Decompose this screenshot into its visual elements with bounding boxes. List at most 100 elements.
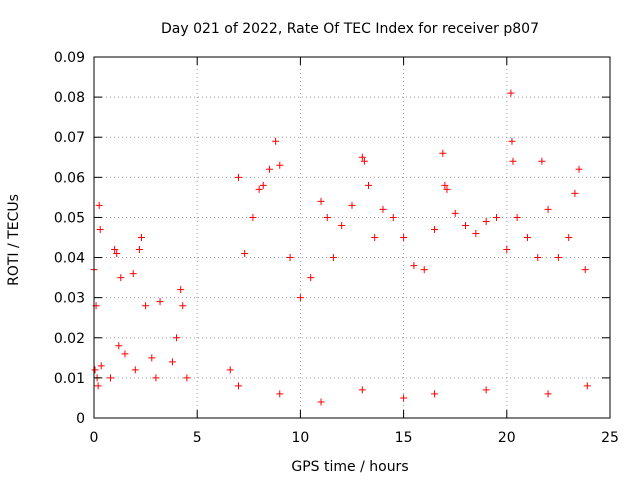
x-tick-label: 0 bbox=[90, 430, 99, 446]
x-axis-ticks: 0 5 10 15 20 25 bbox=[90, 57, 619, 446]
data-point bbox=[323, 213, 331, 221]
data-point bbox=[571, 189, 579, 197]
data-point bbox=[538, 157, 546, 165]
data-point bbox=[234, 382, 242, 390]
data-point bbox=[276, 161, 284, 169]
data-point bbox=[117, 274, 125, 282]
plot-frame bbox=[93, 56, 611, 419]
data-point bbox=[472, 229, 480, 237]
data-point bbox=[379, 205, 387, 213]
data-point bbox=[575, 165, 583, 173]
data-point bbox=[513, 213, 521, 221]
data-point bbox=[234, 173, 242, 181]
data-point bbox=[148, 354, 156, 362]
data-point bbox=[115, 342, 123, 350]
data-point bbox=[95, 201, 103, 209]
data-point bbox=[544, 205, 552, 213]
data-point bbox=[358, 153, 366, 161]
data-point bbox=[400, 234, 408, 241]
data-point bbox=[441, 181, 449, 189]
y-tick-label: 0.02 bbox=[54, 331, 85, 347]
data-point bbox=[265, 165, 273, 173]
data-point bbox=[431, 225, 439, 233]
data-point bbox=[534, 254, 542, 262]
data-point bbox=[420, 266, 428, 274]
data-point bbox=[276, 390, 284, 398]
data-point bbox=[135, 246, 143, 254]
x-tick-label: 10 bbox=[291, 430, 309, 446]
data-point bbox=[168, 358, 176, 366]
x-tick-label: 15 bbox=[395, 430, 413, 446]
data-point bbox=[410, 262, 418, 270]
data-point bbox=[482, 386, 490, 394]
data-point bbox=[156, 298, 164, 306]
data-point bbox=[142, 302, 150, 310]
data-point bbox=[329, 254, 337, 262]
x-axis-title: GPS time / hours bbox=[291, 459, 408, 475]
data-point bbox=[272, 137, 280, 145]
y-axis-title: ROTI / TECUs bbox=[6, 194, 22, 286]
data-point bbox=[389, 213, 397, 221]
data-points bbox=[90, 89, 591, 406]
data-point bbox=[431, 390, 439, 398]
data-point bbox=[96, 225, 104, 233]
data-point bbox=[371, 234, 379, 241]
data-point bbox=[581, 266, 589, 274]
data-point bbox=[173, 334, 181, 342]
data-point bbox=[507, 89, 515, 97]
data-point bbox=[338, 221, 346, 229]
data-point bbox=[137, 234, 145, 241]
data-point bbox=[565, 234, 573, 241]
x-tick-label: 20 bbox=[498, 430, 516, 446]
data-point bbox=[94, 382, 102, 390]
data-point bbox=[400, 394, 408, 402]
data-point bbox=[296, 294, 304, 302]
y-tick-label: 0.08 bbox=[54, 90, 85, 106]
data-point bbox=[286, 254, 294, 262]
data-point bbox=[317, 197, 325, 205]
data-point bbox=[544, 390, 552, 398]
y-tick-label: 0.07 bbox=[54, 130, 85, 146]
data-point bbox=[131, 366, 139, 374]
y-tick-label: 0.03 bbox=[54, 291, 85, 307]
x-tick-label: 5 bbox=[193, 430, 202, 446]
y-tick-label: 0.05 bbox=[54, 210, 85, 226]
data-point bbox=[365, 181, 373, 189]
data-point bbox=[583, 382, 591, 390]
data-point bbox=[492, 213, 500, 221]
data-point bbox=[179, 302, 187, 310]
data-point bbox=[107, 374, 115, 382]
data-point bbox=[358, 386, 366, 394]
data-point bbox=[259, 181, 267, 189]
data-point bbox=[360, 157, 368, 165]
y-tick-label: 0.01 bbox=[54, 371, 85, 387]
data-point bbox=[226, 366, 234, 374]
data-point bbox=[183, 374, 191, 382]
y-tick-label: 0.04 bbox=[54, 251, 85, 267]
data-point bbox=[241, 250, 249, 258]
y-tick-label: 0.09 bbox=[54, 50, 85, 66]
data-point bbox=[111, 246, 119, 254]
data-point bbox=[121, 350, 129, 358]
grid-lines bbox=[94, 57, 610, 418]
x-tick-label: 25 bbox=[601, 430, 619, 446]
data-point bbox=[443, 185, 451, 193]
chart-title: Day 021 of 2022, Rate Of TEC Index for r… bbox=[161, 21, 539, 37]
data-point bbox=[91, 366, 99, 374]
data-point bbox=[439, 149, 447, 157]
data-point bbox=[482, 217, 490, 225]
y-tick-label: 0 bbox=[76, 411, 85, 427]
data-point bbox=[97, 362, 105, 370]
data-point bbox=[113, 250, 121, 258]
data-point bbox=[451, 209, 459, 217]
data-point bbox=[249, 213, 257, 221]
y-tick-label: 0.06 bbox=[54, 170, 85, 186]
data-point bbox=[509, 157, 517, 165]
data-point bbox=[462, 221, 470, 229]
data-point bbox=[129, 270, 137, 278]
data-point bbox=[523, 234, 531, 241]
data-point bbox=[508, 137, 516, 145]
data-point bbox=[317, 398, 325, 406]
y-axis-ticks: 0 0.01 0.02 0.03 0.04 0.05 0.06 0.07 0.08 0.09 bbox=[54, 50, 610, 427]
